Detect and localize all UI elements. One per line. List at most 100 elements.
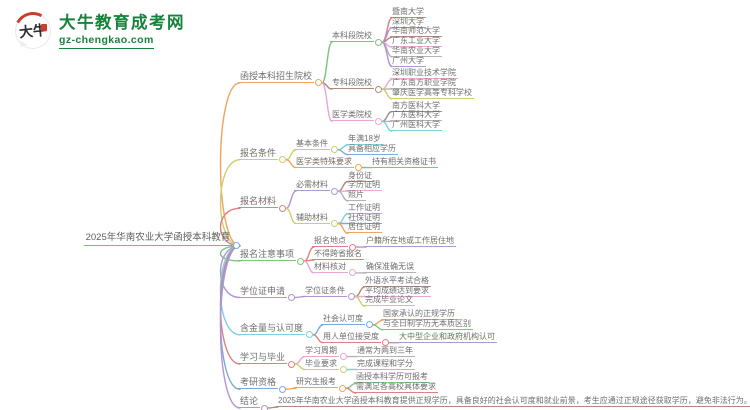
mindmap-node-circle[interactable] bbox=[348, 269, 356, 277]
mindmap-node-circle[interactable] bbox=[374, 117, 382, 125]
mindmap-node-label[interactable]: 工作证明 bbox=[346, 202, 382, 214]
mindmap-edge bbox=[219, 82, 241, 247]
logo-seal-icon bbox=[41, 24, 47, 32]
mindmap-node-label[interactable]: 平均成绩达到要求 bbox=[363, 285, 431, 297]
mindmap-node-label[interactable]: 南方医科大学 bbox=[390, 100, 442, 112]
mindmap-node-label[interactable]: 社会认可度 bbox=[321, 313, 365, 325]
mindmap-node-label[interactable]: 学习与毕业 bbox=[238, 352, 288, 365]
mindmap-node-label[interactable]: 华南农业大学 bbox=[390, 45, 442, 57]
mindmap-node-label[interactable]: 报名地点 bbox=[312, 236, 348, 248]
mindmap-node-label[interactable]: 考研资格 bbox=[238, 377, 279, 390]
mindmap-node-circle[interactable] bbox=[296, 257, 304, 265]
mindmap-node-circle[interactable] bbox=[348, 243, 356, 251]
mindmap-edge bbox=[285, 387, 297, 390]
mindmap-node-label[interactable]: 辅助材料 bbox=[294, 212, 330, 224]
mindmap-node-circle[interactable] bbox=[330, 146, 338, 154]
site-logo[interactable]: 大牛 大牛教育成考网 gz-chengkao.com bbox=[14, 14, 185, 55]
mindmap-node-label[interactable]: 基本条件 bbox=[294, 138, 330, 150]
mindmap-node-label[interactable]: 报名条件 bbox=[238, 147, 279, 160]
mindmap-node-circle[interactable] bbox=[287, 294, 295, 301]
mindmap-node-label[interactable]: 广州大学 bbox=[390, 55, 426, 67]
mindmap-node-circle[interactable] bbox=[287, 360, 295, 368]
mindmap-node-circle[interactable] bbox=[374, 38, 382, 46]
mindmap-edge bbox=[219, 245, 241, 409]
mindmap-node-label[interactable]: 完成课程和学分 bbox=[355, 358, 415, 370]
mindmap-node-label[interactable]: 外语水平考试合格 bbox=[363, 275, 431, 287]
mindmap-node-label[interactable]: 研究生报考 bbox=[294, 377, 338, 389]
mindmap-node-label[interactable]: 医学类特殊要求 bbox=[294, 156, 354, 168]
mindmap-root-node[interactable]: 2025年华南农业大学函授本科教育 bbox=[83, 233, 233, 246]
mindmap-node-label[interactable]: 深圳职业技术学院 bbox=[390, 68, 458, 80]
mindmap-node-circle[interactable] bbox=[365, 321, 373, 329]
mindmap-node-circle[interactable] bbox=[330, 187, 338, 195]
mindmap-node-label[interactable]: 结论 bbox=[238, 396, 261, 408]
mindmap-node-label[interactable]: 具备相应学历 bbox=[346, 143, 398, 155]
mindmap-node-label[interactable]: 函授本科招生院校 bbox=[238, 70, 315, 83]
mindmap-node-label[interactable]: 学历证明 bbox=[346, 180, 382, 192]
daniu-logo-icon: 大牛 bbox=[14, 14, 50, 55]
mindmap-node-label[interactable]: 确保准确无误 bbox=[364, 261, 416, 273]
mindmap-node-circle[interactable] bbox=[354, 164, 362, 172]
mindmap-node-label[interactable]: 报名注意事项 bbox=[238, 249, 297, 261]
mindmap-edge bbox=[219, 159, 241, 247]
mindmap-node-label[interactable]: 必需材料 bbox=[294, 180, 330, 192]
mindmap-node-label[interactable]: 完成毕业论文 bbox=[363, 295, 415, 307]
mindmap-edge bbox=[285, 190, 297, 210]
mindmap-edge bbox=[321, 41, 333, 84]
mindmap-edge bbox=[267, 406, 279, 409]
mindmap-node-circle[interactable] bbox=[305, 331, 313, 339]
mindmap-edge bbox=[294, 295, 306, 299]
mindmap-node-circle[interactable] bbox=[278, 385, 286, 393]
mindmap-node-label[interactable]: 本科段院校 bbox=[330, 31, 374, 43]
mindmap-node-label[interactable]: 专科段院校 bbox=[330, 78, 374, 90]
mindmap-node-label[interactable]: 学习周期 bbox=[303, 345, 339, 357]
mindmap-node-label[interactable]: 国家承认的正规学历 bbox=[381, 309, 457, 321]
mindmap-node-label[interactable]: 通常为两到三年 bbox=[355, 345, 415, 357]
mindmap-node-label[interactable]: 广东医科大学 bbox=[390, 110, 442, 122]
mindmap-node-label[interactable]: 2025年华南农业大学函授本科教育提供正规学历，具备良好的社会认可度和就业前景，… bbox=[276, 396, 750, 407]
mindmap-node-label[interactable]: 广州医科大学 bbox=[390, 120, 442, 132]
mindmap-node-label[interactable]: 暨南大学 bbox=[390, 7, 426, 18]
mindmap-node-label[interactable]: 持有相关资格证书 bbox=[370, 156, 438, 168]
mindmap-node-circle[interactable] bbox=[338, 384, 346, 392]
mindmap-node-circle[interactable] bbox=[347, 293, 355, 300]
mindmap-node-label[interactable]: 广东工业大学 bbox=[390, 36, 442, 48]
mindmap-node-circle[interactable] bbox=[339, 353, 347, 361]
mindmap-node-label[interactable]: 报名材料 bbox=[238, 196, 279, 209]
mindmap-node-label[interactable]: 学位证申请 bbox=[238, 285, 288, 298]
mindmap-node-label[interactable]: 深圳大学 bbox=[390, 16, 426, 28]
mindmap-node-circle[interactable] bbox=[278, 204, 286, 212]
mindmap-node-label[interactable]: 需满足各高校具体要求 bbox=[354, 382, 438, 394]
mindmap-node-label[interactable]: 学位证条件 bbox=[303, 285, 347, 297]
mindmap-node-circle[interactable] bbox=[314, 79, 322, 87]
mindmap-node-circle[interactable] bbox=[278, 156, 286, 164]
mindmap-node-label[interactable]: 肇庆医学高等专科学校 bbox=[390, 87, 474, 99]
mindmap-node-label[interactable]: 社保证明 bbox=[346, 212, 382, 224]
mindmap-node-circle[interactable] bbox=[260, 404, 268, 410]
mindmap-node-label[interactable]: 毕业要求 bbox=[303, 358, 339, 370]
mindmap-node-circle[interactable] bbox=[330, 220, 338, 227]
mindmap-node-label[interactable]: 华南师范大学 bbox=[390, 26, 442, 38]
mindmap-node-label[interactable]: 广东南方职业学院 bbox=[390, 78, 458, 90]
mindmap-node-circle[interactable] bbox=[374, 85, 382, 93]
mindmap-node-label[interactable]: 材料核对 bbox=[312, 261, 348, 273]
mindmap-node-circle[interactable] bbox=[381, 339, 389, 347]
mindmap-node-label[interactable]: 用人单位接受度 bbox=[321, 331, 381, 343]
mindmap-node-circle[interactable] bbox=[232, 242, 240, 250]
mindmap-node-label[interactable]: 函授本科学历可报考 bbox=[354, 372, 430, 384]
mindmap-node-label[interactable]: 户籍所在地或工作居住地 bbox=[364, 236, 456, 248]
mindmap-node-label[interactable]: 医学类院校 bbox=[330, 110, 374, 122]
mindmap-node-label[interactable]: 含金量与认可度 bbox=[238, 322, 306, 335]
mindmap-node-label[interactable]: 不得跨省报名 bbox=[312, 249, 364, 260]
site-url[interactable]: gz-chengkao.com bbox=[59, 34, 154, 49]
mindmap-node-label[interactable]: 大中型企业和政府机构认可 bbox=[397, 331, 497, 343]
mindmap-node-circle[interactable] bbox=[339, 366, 347, 373]
mindmap-node-label[interactable]: 居住证明 bbox=[346, 222, 382, 234]
mindmap-node-label[interactable]: 与全日制学历无本质区别 bbox=[381, 318, 473, 330]
mindmap-node-label[interactable]: 年满18岁 bbox=[346, 134, 383, 145]
mindmap-node-label[interactable]: 身份证 bbox=[346, 170, 374, 182]
mindmap-node-label[interactable]: 照片 bbox=[346, 189, 366, 201]
